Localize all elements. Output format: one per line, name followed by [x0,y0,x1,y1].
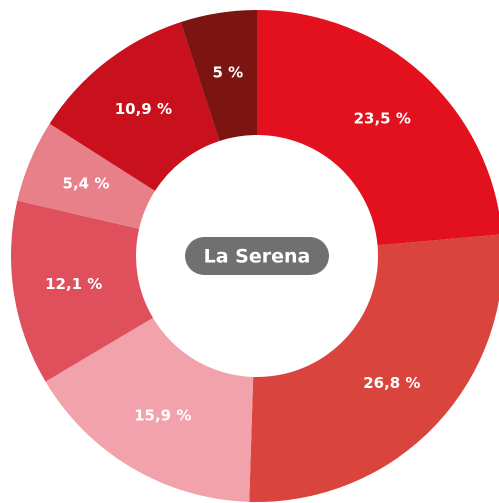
center-pill [185,237,329,275]
center-label: La Serena [204,246,311,268]
value-label: 12,1 % [45,275,102,293]
donut-slice [180,10,257,141]
value-label: 5 % [213,63,244,81]
value-label: 26,8 % [363,374,420,392]
donut-slice [49,22,220,191]
donut-slice [11,200,153,382]
donut-slice [17,123,155,229]
value-label: 15,9 % [134,406,191,424]
value-label: 5,4 % [63,175,110,193]
donut-slice [257,10,499,246]
donut-slice [249,234,499,502]
value-label: 10,9 % [115,100,172,118]
value-label: 23,5 % [354,110,411,128]
slices [11,10,499,502]
donut-slice [45,317,254,502]
